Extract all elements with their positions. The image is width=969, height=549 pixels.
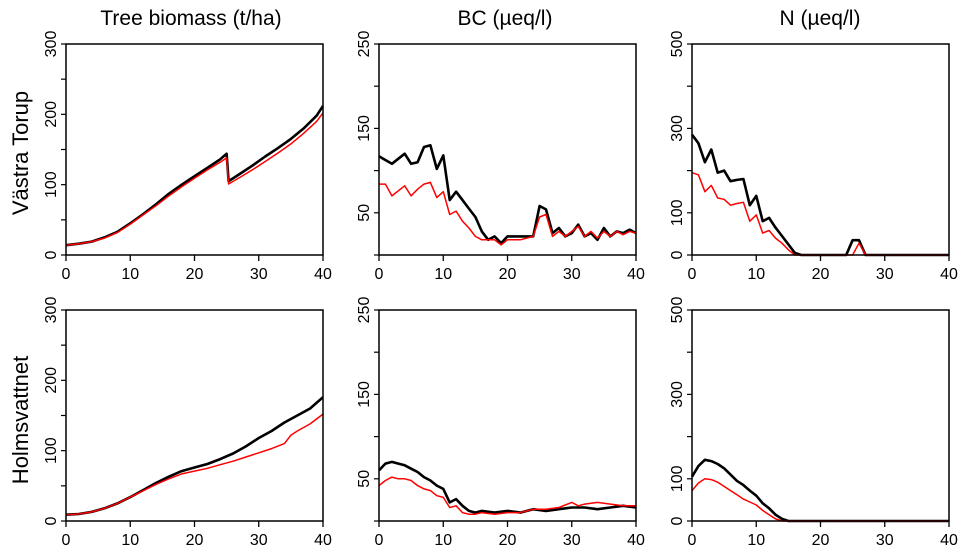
chart-panel-5: 0 10 20 30 40 0 100 300 500	[669, 297, 958, 549]
x-tick-label: 40	[940, 532, 958, 549]
x-tick-label: 0	[62, 532, 71, 549]
y-tick-label: 50	[356, 204, 373, 222]
series-line-red	[65, 413, 324, 516]
x-tick-label: 20	[186, 532, 204, 549]
series-line-red	[378, 476, 636, 515]
y-tick-label: 0	[43, 516, 60, 525]
x-tick-label: 40	[314, 266, 332, 283]
row-title-vastra-torup: Västra Torup	[8, 91, 33, 215]
column-title-tree-biomass: Tree biomass (t/ha)	[100, 7, 281, 30]
x-tick-label: 30	[563, 532, 581, 549]
series-line-red	[65, 112, 324, 246]
x-tick-label: 10	[121, 532, 139, 549]
y-tick-label: 100	[669, 465, 686, 492]
x-tick-label: 20	[499, 532, 517, 549]
x-tick-label: 30	[563, 266, 581, 283]
x-tick-label: 40	[627, 266, 645, 283]
x-tick-label: 0	[375, 532, 384, 549]
x-tick-label: 0	[688, 532, 697, 549]
y-tick-label: 0	[669, 516, 686, 525]
x-tick-label: 0	[375, 266, 384, 283]
x-tick-label: 10	[747, 532, 765, 549]
column-title-n: N (µeq/l)	[780, 7, 861, 30]
column-title-bc: BC (µeq/l)	[458, 7, 553, 30]
x-tick-label: 20	[499, 266, 517, 283]
chart-panel-0: 0 10 20 30 40 0 100 200 300	[43, 31, 332, 283]
chart-panel-2: 0 10 20 30 40 0 100 300 500	[669, 31, 958, 283]
series-line-black	[378, 460, 637, 514]
x-tick-label: 40	[940, 266, 958, 283]
series-line-black	[690, 133, 949, 257]
x-tick-label: 30	[876, 266, 894, 283]
chart-panel-1: 0 10 20 30 40 50 150 250	[356, 31, 645, 283]
x-tick-label: 10	[434, 266, 452, 283]
x-tick-label: 20	[812, 266, 830, 283]
series-line-black	[378, 144, 637, 245]
chart-panel-4: 0 10 20 30 40 50 150 250	[356, 297, 645, 549]
x-tick-label: 0	[688, 266, 697, 283]
x-tick-label: 0	[62, 266, 71, 283]
series-line-black	[65, 105, 325, 247]
series-line-red	[379, 181, 637, 246]
plot-frame	[378, 309, 637, 522]
series-line-red	[691, 171, 949, 256]
y-tick-label: 200	[43, 101, 60, 128]
x-tick-label: 10	[121, 266, 139, 283]
y-tick-label: 0	[43, 250, 60, 259]
y-tick-label: 300	[43, 297, 60, 324]
series-line-black	[65, 396, 324, 516]
y-tick-label: 100	[43, 437, 60, 464]
y-tick-label: 100	[669, 199, 686, 226]
series-line-black	[690, 458, 949, 523]
x-tick-label: 30	[876, 532, 894, 549]
x-tick-label: 30	[250, 532, 268, 549]
plot-frame	[65, 309, 324, 522]
row-title-holmsvattnet: Holmsvattnet	[8, 356, 33, 484]
x-tick-label: 10	[747, 266, 765, 283]
y-tick-label: 0	[669, 250, 686, 259]
plot-frame	[691, 309, 950, 522]
y-tick-label: 500	[669, 31, 686, 58]
chart-panel-3: 0 10 20 30 40 0 100 200 300	[43, 297, 332, 549]
plot-frame	[65, 43, 324, 256]
y-tick-label: 300	[43, 31, 60, 58]
x-tick-label: 20	[812, 532, 830, 549]
y-tick-label: 300	[669, 381, 686, 408]
y-tick-label: 50	[356, 470, 373, 488]
y-tick-label: 250	[356, 297, 373, 324]
plot-frame	[378, 43, 637, 256]
y-tick-label: 500	[669, 297, 686, 324]
y-tick-label: 200	[43, 367, 60, 394]
x-tick-label: 20	[186, 266, 204, 283]
x-tick-label: 40	[314, 532, 332, 549]
x-tick-label: 10	[434, 532, 452, 549]
y-tick-label: 300	[669, 115, 686, 142]
x-tick-label: 40	[627, 532, 645, 549]
series-line-red	[691, 478, 949, 522]
x-tick-label: 30	[250, 266, 268, 283]
y-tick-label: 150	[356, 381, 373, 408]
y-tick-label: 150	[356, 115, 373, 142]
y-tick-label: 100	[43, 171, 60, 198]
y-tick-label: 250	[356, 31, 373, 58]
plot-frame	[691, 43, 950, 256]
